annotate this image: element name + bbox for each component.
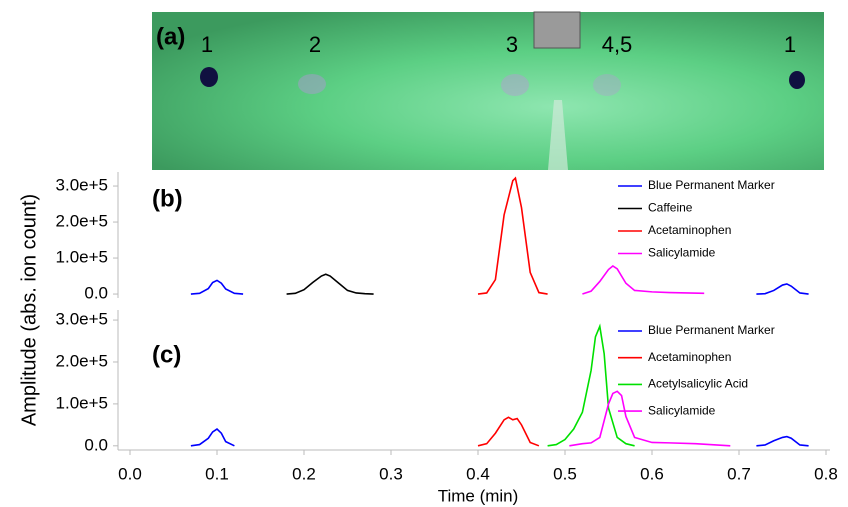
photo-label: (a) bbox=[156, 23, 185, 50]
x-tick-label: 0.2 bbox=[292, 464, 316, 483]
legend-label: Acetaminophen bbox=[648, 223, 731, 237]
data-line bbox=[547, 323, 635, 447]
legend-label: Acetaminophen bbox=[648, 350, 731, 364]
photo-spot-label: 4,5 bbox=[602, 32, 633, 57]
photo-spot bbox=[593, 74, 621, 96]
photo-spot-label: 3 bbox=[506, 32, 518, 57]
data-line bbox=[190, 279, 809, 295]
photo-emitter bbox=[533, 11, 581, 49]
x-tick-label: 0.5 bbox=[553, 464, 577, 483]
data-line bbox=[569, 390, 731, 447]
x-axis-title: Time (min) bbox=[438, 486, 519, 505]
y-axis-title: Amplitude (abs. ion count) bbox=[18, 194, 40, 426]
y-tick-label: 1.0e+5 bbox=[56, 393, 108, 412]
x-tick-label: 0.8 bbox=[814, 464, 838, 483]
photo-background bbox=[152, 12, 824, 170]
photo-spot-label: 1 bbox=[784, 32, 796, 57]
y-tick-label: 3.0e+5 bbox=[56, 176, 108, 195]
panel-label: (c) bbox=[152, 341, 181, 368]
y-tick-label: 3.0e+5 bbox=[56, 310, 108, 329]
photo-spot bbox=[501, 74, 529, 96]
photo-spot bbox=[200, 67, 218, 87]
legend-label: Acetylsalicylic Acid bbox=[648, 377, 748, 391]
data-line bbox=[582, 264, 705, 295]
photo: (a) 1 2 3 4,5 1 bbox=[152, 11, 824, 170]
legend-label: Blue Permanent Marker bbox=[648, 178, 775, 192]
legend-label: Blue Permanent Marker bbox=[648, 323, 775, 337]
photo-spot-label: 1 bbox=[201, 32, 213, 57]
photo-spot bbox=[789, 71, 805, 89]
y-tick-label: 2.0e+5 bbox=[56, 212, 108, 231]
panel-label: (b) bbox=[152, 185, 183, 212]
y-tick-label: 1.0e+5 bbox=[56, 248, 108, 267]
data-line bbox=[477, 416, 540, 447]
y-tick-label: 0.0 bbox=[84, 284, 108, 303]
y-tick-label: 0.0 bbox=[84, 435, 108, 454]
photo-spot-label: 2 bbox=[309, 32, 321, 57]
legend-label: Salicylamide bbox=[648, 246, 716, 260]
legend-label: Caffeine bbox=[648, 201, 693, 215]
x-tick-label: 0.0 bbox=[118, 464, 142, 483]
x-tick-label: 0.6 bbox=[640, 464, 664, 483]
data-line bbox=[477, 176, 548, 295]
data-line bbox=[286, 273, 374, 295]
photo-capillary bbox=[548, 100, 568, 170]
x-tick-label: 0.4 bbox=[466, 464, 490, 483]
x-tick-label: 0.7 bbox=[727, 464, 751, 483]
photo-spot bbox=[298, 74, 326, 94]
y-tick-label: 2.0e+5 bbox=[56, 351, 108, 370]
data-line bbox=[190, 428, 809, 447]
x-tick-label: 0.3 bbox=[379, 464, 403, 483]
x-tick-label: 0.1 bbox=[205, 464, 229, 483]
legend-label: Salicylamide bbox=[648, 403, 716, 417]
